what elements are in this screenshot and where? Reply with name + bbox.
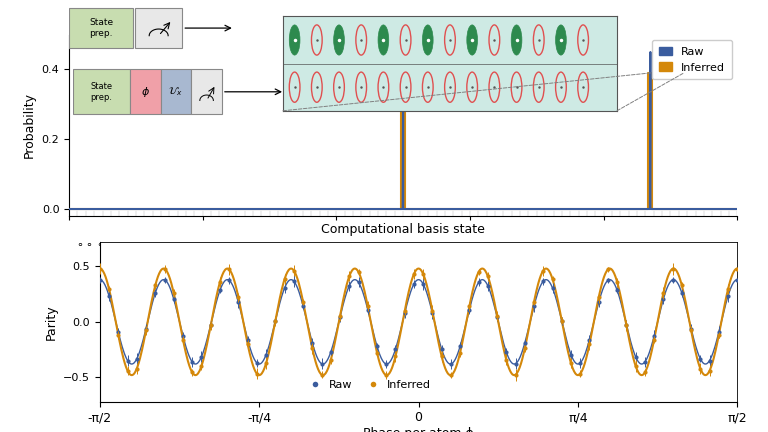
FancyBboxPatch shape — [135, 8, 182, 48]
FancyBboxPatch shape — [161, 70, 191, 114]
Text: $\leftarrow\bullet\bullet\bullet\bullet\bullet\cdots$: $\leftarrow\bullet\bullet\bullet\bullet\… — [649, 240, 730, 250]
X-axis label: Phase per atom ϕ: Phase per atom ϕ — [363, 427, 474, 432]
Text: State
prep.: State prep. — [89, 19, 114, 38]
FancyBboxPatch shape — [130, 70, 161, 114]
Legend: Raw, Inferred: Raw, Inferred — [652, 40, 732, 79]
X-axis label: Computational basis state: Computational basis state — [321, 223, 485, 236]
FancyBboxPatch shape — [191, 70, 222, 114]
Legend: Raw, Inferred: Raw, Inferred — [300, 376, 435, 394]
Y-axis label: Probability: Probability — [23, 92, 36, 158]
Text: $\mathcal{U}_x$: $\mathcal{U}_x$ — [168, 86, 184, 98]
FancyBboxPatch shape — [69, 8, 134, 48]
Text: $\phi$: $\phi$ — [141, 85, 150, 99]
Text: State
prep.: State prep. — [91, 82, 112, 102]
Text: $\circ\circ\circ\circ\circ\cdots\rightarrow$: $\circ\circ\circ\circ\circ\cdots\rightar… — [76, 240, 152, 250]
Y-axis label: Parity: Parity — [45, 304, 58, 340]
FancyBboxPatch shape — [73, 70, 130, 114]
